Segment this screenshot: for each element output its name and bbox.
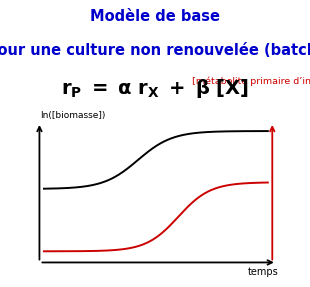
Text: $\mathbf{r_P\ =\ \alpha\ r_X\ +\ \beta\ [X]}$: $\mathbf{r_P\ =\ \alpha\ r_X\ +\ \beta\ … <box>61 77 249 100</box>
Text: pour une culture non renouvelée (batch): pour une culture non renouvelée (batch) <box>0 42 310 58</box>
Text: [métabolite primaire d’intérêt]: [métabolite primaire d’intérêt] <box>192 76 310 86</box>
Text: Modèle de base: Modèle de base <box>90 9 220 24</box>
Text: ln([biomasse]): ln([biomasse]) <box>40 111 105 120</box>
Text: temps: temps <box>248 267 279 277</box>
